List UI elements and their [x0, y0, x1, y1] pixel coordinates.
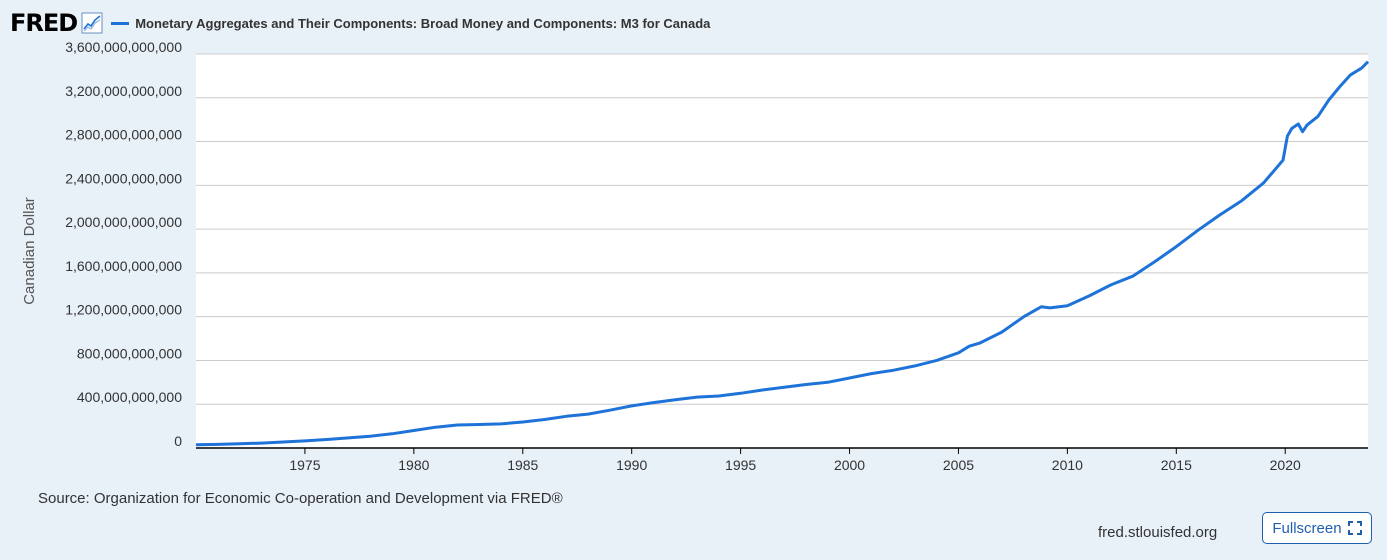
chart-title: Monetary Aggregates and Their Components…: [135, 15, 711, 31]
x-tick-label: 2010: [1052, 457, 1083, 473]
y-axis-ticks: 0 400,000,000,000 800,000,000,000 1,200,000…: [65, 39, 182, 449]
y-tick-label: 3,600,000,000,000: [65, 39, 182, 55]
x-tick-label: 2020: [1270, 457, 1301, 473]
y-tick-label: 800,000,000,000: [77, 345, 182, 361]
y-tick-label: 2,400,000,000,000: [65, 170, 182, 186]
y-tick-label: 400,000,000,000: [77, 389, 182, 405]
x-tick-label: 1980: [398, 457, 429, 473]
x-tick-label: 1995: [725, 457, 756, 473]
x-tick-label: 2000: [834, 457, 865, 473]
chart-header: FRED Monetary Aggregates and Their Compo…: [10, 8, 710, 38]
site-link[interactable]: fred.stlouisfed.org: [1098, 524, 1218, 541]
series-line-m3-canada: [195, 60, 1370, 447]
y-tick-label: 1,600,000,000,000: [65, 258, 182, 274]
y-tick-label: 3,200,000,000,000: [65, 83, 182, 99]
y-tick-label: 1,200,000,000,000: [65, 302, 182, 318]
x-tick-label: 2005: [943, 457, 974, 473]
x-tick-label: 2015: [1161, 457, 1192, 473]
y-tick-label: 2,000,000,000,000: [65, 214, 182, 230]
y-tick-label: 0: [174, 433, 182, 449]
x-tick-label: 1985: [507, 457, 538, 473]
y-axis-label: Canadian Dollar: [21, 197, 38, 305]
legend-swatch: [111, 21, 130, 25]
gridlines: [196, 53, 1368, 405]
x-tick-label: 1990: [616, 457, 647, 473]
plot-area: [196, 54, 1368, 448]
source-note: Source: Organization for Economic Co-ope…: [38, 490, 563, 507]
y-tick-label: 2,800,000,000,000: [65, 127, 182, 143]
expand-icon: [1347, 521, 1362, 535]
fullscreen-label: Fullscreen: [1272, 519, 1342, 537]
fullscreen-button[interactable]: Fullscreen: [1262, 512, 1372, 544]
x-axis-ticks: 1975 1980 1985 1990 1995 2000 2005 2010 2015 2020: [289, 448, 1301, 473]
trend-line-icon: [81, 12, 103, 34]
x-tick-label: 1975: [289, 457, 320, 473]
fred-logo[interactable]: FRED: [10, 9, 78, 37]
